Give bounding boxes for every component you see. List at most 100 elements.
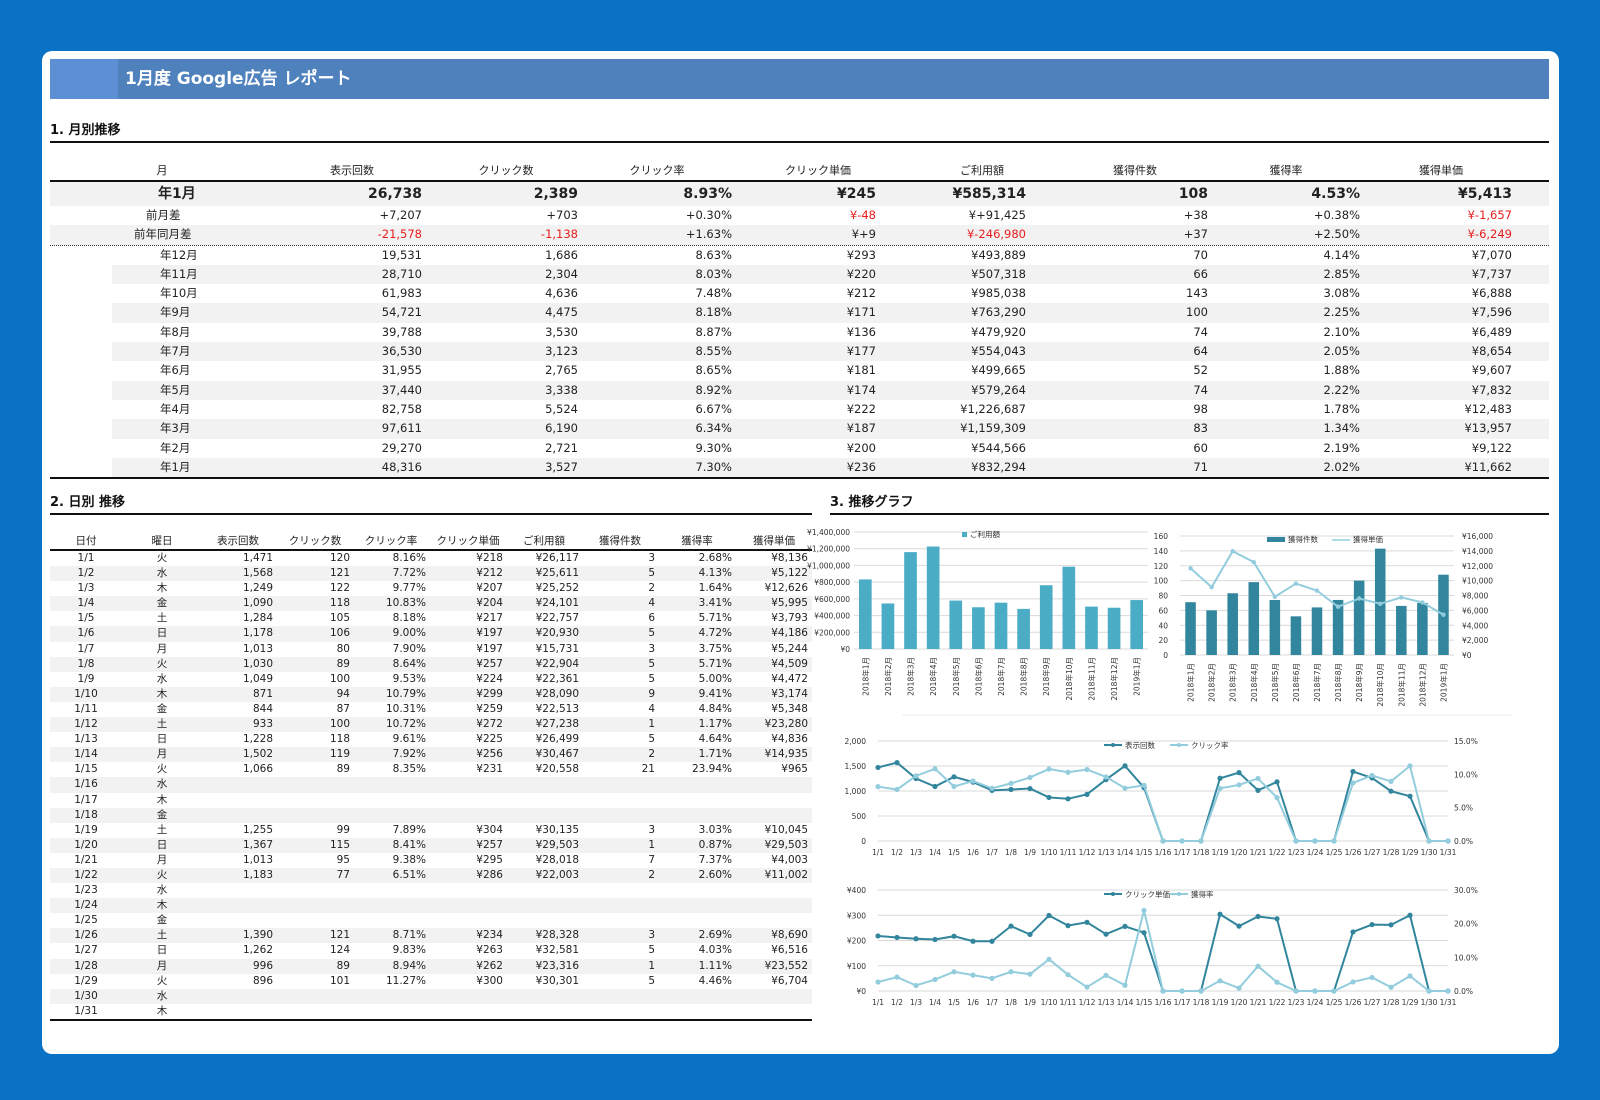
x-tick-label: 1/16 bbox=[1155, 998, 1172, 1007]
y-tick-label-left: 60 bbox=[1158, 606, 1168, 615]
cell-1: 土 bbox=[156, 929, 168, 942]
cell-0: 1/14 bbox=[74, 748, 98, 761]
cell-0: 年2月 bbox=[160, 440, 191, 455]
cell-0: 1/7 bbox=[77, 642, 95, 655]
x-tick-label: 1/22 bbox=[1269, 998, 1286, 1007]
cell-7: 3.08% bbox=[1323, 286, 1360, 301]
point-クリック率 bbox=[989, 785, 995, 791]
row-gutter bbox=[50, 264, 112, 285]
cell-1: 19,531 bbox=[381, 247, 422, 262]
cell-4: 10.79% bbox=[385, 687, 426, 700]
cell-1: 火 bbox=[156, 552, 168, 564]
x-tick-label: 1/29 bbox=[1402, 998, 1419, 1007]
cell-2: 1,178 bbox=[242, 627, 273, 640]
daily-header-rule bbox=[50, 549, 812, 551]
point-表示回数 bbox=[1388, 788, 1394, 794]
point-獲得率 bbox=[1407, 973, 1413, 979]
cell-0: 1/18 bbox=[74, 808, 98, 821]
cell-5: ¥259 bbox=[476, 702, 503, 715]
daily-row: 1/19 土 1,255 99 7.89% ¥304 ¥30,135 3 3.03% ¥10,04… bbox=[50, 823, 812, 838]
cell-2: 3,338 bbox=[545, 382, 578, 397]
cell-8: 23.94% bbox=[691, 763, 732, 776]
cell-3: 115 bbox=[329, 838, 350, 851]
x-tick-label: 1/10 bbox=[1041, 998, 1058, 1007]
point-表示回数 bbox=[951, 774, 957, 780]
cell-4: 10.83% bbox=[385, 597, 426, 610]
point-クリック単価 bbox=[1388, 922, 1394, 928]
cell-7: 5 bbox=[648, 672, 655, 685]
cell-1: 火 bbox=[156, 763, 168, 776]
cell-4: 8.41% bbox=[392, 838, 426, 851]
cell-8: 3.41% bbox=[698, 597, 732, 610]
point-クリック単価 bbox=[1255, 913, 1261, 920]
legend-label: クリック単価 bbox=[1125, 889, 1170, 899]
cell-7: 1.34% bbox=[1323, 421, 1360, 436]
cell-4: 9.83% bbox=[392, 944, 426, 957]
legend-label: 表示回数 bbox=[1125, 740, 1155, 750]
x-tick-label: 1/20 bbox=[1231, 998, 1248, 1007]
cell-3: 8.92% bbox=[695, 382, 732, 397]
cell-6: ¥30,467 bbox=[535, 748, 579, 761]
cell-1: 水 bbox=[156, 567, 168, 580]
cell-6: +37 bbox=[1183, 227, 1208, 242]
point-獲得率 bbox=[1426, 988, 1432, 994]
x-tick-label: 1/25 bbox=[1326, 848, 1343, 857]
y-tick-label-right: ¥16,000 bbox=[1462, 532, 1493, 541]
point-獲得率 bbox=[1122, 982, 1128, 988]
cell-2: クリック数 bbox=[478, 164, 534, 177]
bar-conversions bbox=[1353, 580, 1365, 655]
monthly-header-row: 月 表示回数 クリック数 クリック率 クリック単価 ご利用額 獲得件数 獲得率 獲得単価 bbox=[50, 162, 1549, 180]
x-tick-label: 1/25 bbox=[1326, 998, 1343, 1007]
cell-1: 31,955 bbox=[381, 363, 422, 378]
cell-9: ¥5,348 bbox=[771, 702, 808, 715]
x-tick-label: 2018年11月 bbox=[1086, 657, 1096, 701]
cell-9: ¥14,935 bbox=[764, 748, 808, 761]
cell-1: 月 bbox=[156, 959, 168, 972]
cell-6: ¥27,238 bbox=[535, 718, 579, 731]
x-tick-label: 1/21 bbox=[1250, 998, 1267, 1007]
cell-0: 年10月 bbox=[160, 286, 198, 301]
point-表示回数 bbox=[1065, 796, 1071, 802]
cell-2: 1,049 bbox=[242, 672, 273, 685]
cell-2: 2,721 bbox=[545, 440, 578, 455]
point-クリック単価 bbox=[1369, 921, 1375, 928]
y-tick-label-left: ¥400 bbox=[847, 886, 866, 895]
cell-8: ¥8,654 bbox=[1471, 344, 1512, 359]
cell-5: クリック単価 bbox=[436, 535, 500, 547]
cell-0: 1/27 bbox=[74, 944, 98, 957]
report-sheet: 1月度 Google広告 レポート 1. 月別推移 月表示回数 クリック数 クリック… bbox=[42, 51, 1559, 1054]
cell-8: ¥7,737 bbox=[1471, 266, 1512, 281]
cell-6: 66 bbox=[1193, 266, 1208, 281]
cell-4: 8.71% bbox=[392, 929, 426, 942]
cell-2: 1,013 bbox=[242, 853, 273, 866]
cell-1: 37,440 bbox=[381, 382, 422, 397]
daily-row: 1/26 土 1,390 121 8.71% ¥234 ¥28,328 3 2.69% ¥8,69… bbox=[50, 928, 812, 944]
x-tick-label: 1/19 bbox=[1212, 998, 1229, 1007]
cell-8: ¥-1,657 bbox=[1467, 208, 1512, 222]
cell-5: ¥+91,425 bbox=[968, 208, 1026, 222]
cell-0: 年6月 bbox=[160, 363, 191, 378]
cell-6: ¥29,503 bbox=[535, 838, 579, 851]
cell-6: 83 bbox=[1193, 421, 1208, 436]
cell-4: ¥236 bbox=[846, 459, 876, 474]
point-クリック率 bbox=[875, 784, 881, 790]
y-tick-label-right: ¥0 bbox=[1462, 651, 1472, 660]
point-クリック率 bbox=[1065, 769, 1071, 775]
cell-0: 年7月 bbox=[160, 344, 191, 359]
point-クリック率 bbox=[1141, 782, 1147, 788]
y-tick-label-right: 0.0% bbox=[1454, 837, 1473, 846]
cell-0: 1/15 bbox=[74, 763, 98, 776]
x-tick-label: 1/23 bbox=[1288, 848, 1305, 857]
cell-6: ¥22,361 bbox=[535, 672, 579, 685]
cell-4: ¥+9 bbox=[851, 227, 876, 242]
cell-8: 5.71% bbox=[698, 657, 732, 670]
cell-7: 2.10% bbox=[1323, 324, 1360, 339]
legend-swatch bbox=[1267, 537, 1285, 542]
cell-6: ¥26,117 bbox=[535, 552, 579, 564]
bar-conversions bbox=[1269, 599, 1281, 655]
cell-9: ¥8,136 bbox=[771, 552, 808, 564]
cell-6: ¥22,513 bbox=[535, 702, 579, 715]
bar-spend bbox=[1085, 606, 1098, 649]
cell-3: クリック率 bbox=[629, 164, 685, 177]
cell-6: ¥25,252 bbox=[535, 582, 579, 595]
